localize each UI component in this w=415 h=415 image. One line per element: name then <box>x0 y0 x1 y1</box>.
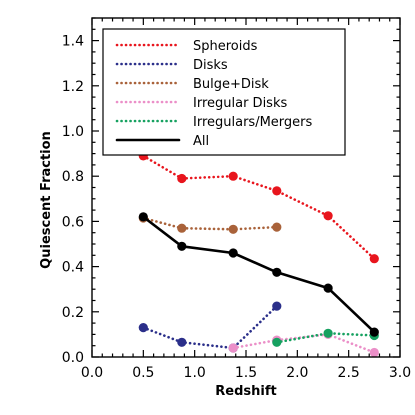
x-axis-title: Redshift <box>215 384 276 399</box>
data-point-disks <box>138 323 148 333</box>
series-all <box>138 212 379 337</box>
axes: 0.0 0.5 1.0 1.5 2.0 2.5 3.0 0.0 0.2 0.4 0.6 0.8 1.0 1… <box>62 17 411 381</box>
legend-entry-irregular-disks: Irregular Disks <box>115 96 287 111</box>
legend-label: All <box>193 134 209 149</box>
series-line-irregulars-mergers <box>275 331 376 344</box>
legend: Spheroids Disks Bulge+Disk Irregular Disks I… <box>102 28 346 156</box>
legend-label: Bulge+Disk <box>193 77 269 92</box>
legend-label: Irregular Disks <box>193 96 287 111</box>
data-point-spheroids <box>369 254 379 264</box>
data-point-irregulars-mergers <box>272 337 282 347</box>
x-tick-label: 2.5 <box>338 365 360 381</box>
data-point-disks <box>272 301 282 311</box>
data-point-all <box>177 241 187 251</box>
series-line-bulge-disk <box>142 216 279 231</box>
legend-entry-spheroids: Spheroids <box>115 39 258 54</box>
x-tick-label: 2.0 <box>286 365 308 381</box>
data-point-all <box>138 212 148 222</box>
legend-label: Disks <box>193 58 228 73</box>
data-point-all <box>228 248 238 258</box>
series-line-all <box>142 215 376 334</box>
x-tick-label: 1.5 <box>235 365 257 381</box>
series-line-spheroids <box>142 154 376 261</box>
series-disks <box>138 301 282 353</box>
data-point-spheroids <box>228 171 238 181</box>
series-line-disks <box>142 304 279 350</box>
x-tick-label: 3.0 <box>389 365 411 381</box>
y-tick-label: 0.0 <box>62 350 84 366</box>
y-tick-label: 1.0 <box>62 124 84 140</box>
legend-entry-disks: Disks <box>115 58 228 73</box>
y-axis-title: Quiescent Fraction <box>39 131 54 269</box>
data-point-spheroids <box>272 186 282 196</box>
data-point-irregular-disks <box>228 343 238 353</box>
data-point-bulge-disk <box>177 223 187 233</box>
legend-entry-bulge-disk: Bulge+Disk <box>115 77 269 92</box>
legend-label: Irregulars/Mergers <box>193 115 312 130</box>
y-tick-label: 1.2 <box>62 79 84 95</box>
data-point-bulge-disk <box>272 222 282 232</box>
data-point-irregulars-mergers <box>323 328 333 338</box>
data-point-disks <box>177 337 187 347</box>
y-tick-label: 0.2 <box>62 305 84 321</box>
data-point-all <box>272 267 282 277</box>
plot-area <box>138 151 379 358</box>
x-tick-label: 1.0 <box>184 365 206 381</box>
y-tick-label: 1.4 <box>62 34 84 50</box>
data-point-spheroids <box>323 211 333 221</box>
x-tick-label: 0.5 <box>132 365 154 381</box>
series-line-irregular-disks <box>231 333 376 354</box>
y-tick-label: 0.6 <box>62 214 84 230</box>
data-point-irregular-disks <box>369 347 379 358</box>
series-spheroids <box>138 151 379 264</box>
data-point-all <box>369 327 379 337</box>
data-point-spheroids <box>177 173 187 184</box>
y-tick-label: 0.4 <box>62 260 84 276</box>
data-point-all <box>323 283 333 293</box>
data-point-bulge-disk <box>228 224 238 234</box>
x-tick-label: 0.0 <box>81 365 103 381</box>
legend-label: Spheroids <box>193 39 258 54</box>
legend-entry-all: All <box>115 134 209 149</box>
legend-box <box>102 28 346 156</box>
legend-entry-irregulars-mergers: Irregulars/Mergers <box>115 115 312 130</box>
y-tick-label: 0.8 <box>62 169 84 185</box>
